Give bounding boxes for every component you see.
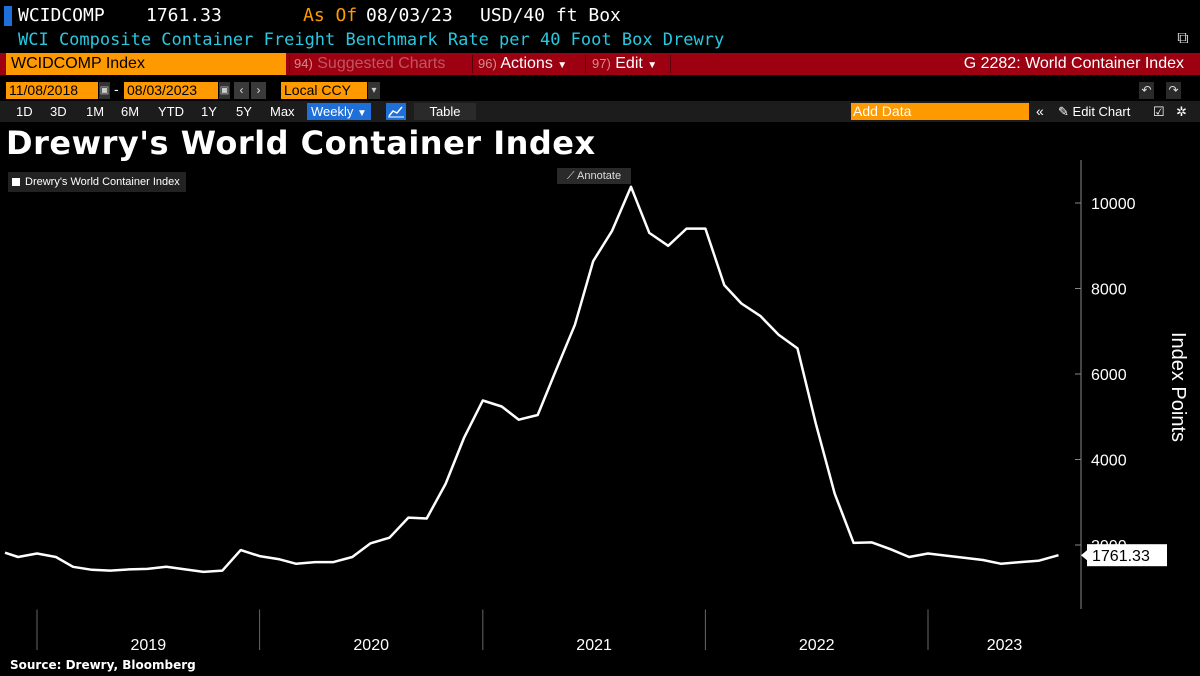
suggested-number: 94) xyxy=(294,56,313,71)
edit-number: 97) xyxy=(592,56,611,71)
as-of-label: As Of xyxy=(303,5,358,26)
period-5y-button[interactable]: 5Y xyxy=(236,104,252,119)
period-1y-button[interactable]: 1Y xyxy=(201,104,217,119)
edit-dropdown-icon: ▼ xyxy=(647,60,658,71)
undo-icon[interactable]: ↶ xyxy=(1139,82,1154,99)
last-value-label: 1761.33 xyxy=(1081,544,1167,567)
edit-chart-button[interactable]: ✎ Edit Chart xyxy=(1058,103,1130,120)
redo-icon[interactable]: ↷ xyxy=(1166,82,1181,99)
collapse-icon[interactable]: « xyxy=(1036,103,1044,119)
actions-dropdown-icon: ▼ xyxy=(557,60,568,71)
period-max-button[interactable]: Max xyxy=(270,104,295,119)
series-line xyxy=(4,185,1059,574)
last-value-text: 1761.33 xyxy=(1092,548,1150,565)
period-6m-button[interactable]: 6M xyxy=(121,104,140,119)
x-tick-label: 2019 xyxy=(131,637,167,654)
next-range-icon[interactable]: › xyxy=(251,82,266,99)
prev-range-icon[interactable]: ‹ xyxy=(234,82,249,99)
y-tick-label: 6000 xyxy=(1091,367,1127,384)
annotate-button[interactable]: ⟋ Annotate xyxy=(557,168,631,184)
chart-title: Drewry's World Container Index xyxy=(6,124,596,162)
security-description: WCI Composite Container Freight Benchmar… xyxy=(18,30,725,50)
as-of-date: 08/03/23 xyxy=(366,5,453,26)
actions-menu-button[interactable]: 96) Actions ▼ xyxy=(478,53,567,75)
line-chart-icon[interactable] xyxy=(386,103,406,120)
suggested-charts-button[interactable]: 94) Suggested Charts xyxy=(294,53,445,75)
actions-label: Actions xyxy=(500,55,553,72)
end-calendar-icon[interactable]: ▣ xyxy=(219,82,230,99)
y-axis-ticks: 200040006000800010000 xyxy=(1075,196,1136,555)
security-marker xyxy=(4,6,12,26)
actions-number: 96) xyxy=(478,56,497,71)
annotate-label: Annotate xyxy=(577,170,622,182)
last-price: 1761.33 xyxy=(146,5,222,26)
legend-swatch xyxy=(12,178,20,187)
edit-chart-label: Edit Chart xyxy=(1072,104,1131,119)
y-tick-label: 8000 xyxy=(1091,282,1127,299)
x-tick-label: 2021 xyxy=(576,637,612,654)
last-value-pointer xyxy=(1081,550,1087,561)
legend-label: Drewry's World Container Index xyxy=(25,176,180,188)
period-1d-button[interactable]: 1D xyxy=(16,104,33,119)
y-axis-title: Index Points xyxy=(1167,332,1189,442)
edit-label: Edit xyxy=(615,55,643,72)
gear-icon[interactable]: ✲ xyxy=(1176,104,1187,119)
suggested-label: Suggested Charts xyxy=(317,55,446,72)
ticker-field[interactable]: WCIDCOMP Index xyxy=(6,53,286,75)
range-dash: - xyxy=(114,81,119,97)
security-header: WCIDCOMP 1761.33 As Of 08/03/23 USD/40 f… xyxy=(0,0,1200,52)
command-bar: WCIDCOMP Index 94) Suggested Charts 96) … xyxy=(0,53,1200,75)
annotate-pencil-icon: ⟋ xyxy=(566,170,575,182)
table-button[interactable]: Table xyxy=(414,103,476,120)
source-note: Source: Drewry, Bloomberg xyxy=(10,658,196,672)
frequency-select[interactable]: Weekly ▼ xyxy=(307,103,371,120)
currency-select[interactable]: Local CCY xyxy=(281,82,367,99)
frequency-label: Weekly xyxy=(311,104,354,119)
last-value-box xyxy=(1087,544,1167,567)
end-date-field[interactable]: 08/03/2023 xyxy=(124,82,218,99)
chart-settings-icon[interactable]: ☑ xyxy=(1153,104,1165,119)
date-range-bar: 11/08/2018 ▣ - 08/03/2023 ▣ ‹ › Local CC… xyxy=(0,79,1200,101)
start-calendar-icon[interactable]: ▣ xyxy=(99,82,110,99)
pencil-icon: ✎ xyxy=(1058,104,1069,119)
x-tick-label: 2022 xyxy=(799,637,835,654)
period-ytd-button[interactable]: YTD xyxy=(158,104,184,119)
period-1m-button[interactable]: 1M xyxy=(86,104,105,119)
line-chart-glyph xyxy=(388,106,404,118)
y-tick-label: 10000 xyxy=(1091,196,1136,213)
frequency-dropdown-icon: ▼ xyxy=(357,108,367,119)
currency-dropdown-icon[interactable]: ▾ xyxy=(368,82,380,99)
function-title: G 2282: World Container Index xyxy=(963,55,1184,72)
x-tick-label: 2020 xyxy=(353,637,389,654)
unit-label: USD/40 ft Box xyxy=(480,5,621,26)
edit-menu-button[interactable]: 97) Edit ▼ xyxy=(592,53,657,75)
chart-legend[interactable]: Drewry's World Container Index xyxy=(8,172,186,192)
y-tick-label: 4000 xyxy=(1091,453,1127,470)
start-date-field[interactable]: 11/08/2018 xyxy=(6,82,98,99)
ticker-label: WCIDCOMP xyxy=(18,5,105,26)
x-axis-labels: 2019 2020 2021 2022 2023 xyxy=(131,637,1023,654)
x-tick-label: 2023 xyxy=(987,637,1023,654)
add-data-input[interactable]: Add Data xyxy=(851,103,1029,120)
x-axis-dividers xyxy=(5,608,1081,650)
chart-toolbar: 1D 3D 1M 6M YTD 1Y 5Y Max Weekly ▼ Table… xyxy=(0,101,1200,122)
popout-icon[interactable]: ⧉ xyxy=(1177,30,1189,47)
period-3d-button[interactable]: 3D xyxy=(50,104,67,119)
